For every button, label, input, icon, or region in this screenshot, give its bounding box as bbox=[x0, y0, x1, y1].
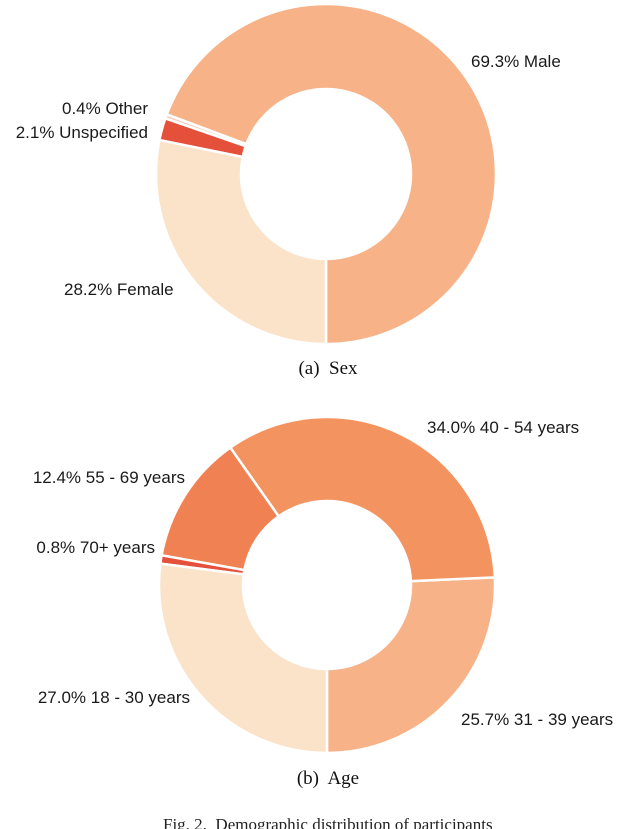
donut-chart-sex bbox=[154, 2, 498, 346]
figure-caption: Fig. 2. Demographic distribution of part… bbox=[163, 815, 493, 829]
caption-sex: (a) Sex bbox=[298, 358, 358, 379]
label-other: 0.4% Other bbox=[62, 99, 148, 118]
donut-slice-40-54-years bbox=[228, 415, 497, 583]
label-40-54-years: 34.0% 40 - 54 years bbox=[427, 418, 580, 437]
label-male: 69.3% Male bbox=[471, 52, 561, 71]
label-31-39-years: 25.7% 31 - 39 years bbox=[461, 710, 614, 729]
label-unspecified: 2.1% Unspecified bbox=[15, 123, 148, 142]
donut-slice-male bbox=[165, 2, 498, 346]
donut-chart-age bbox=[157, 415, 497, 755]
label-female: 28.2% Female bbox=[64, 280, 174, 299]
donut-slice-31-39-years bbox=[325, 576, 497, 755]
caption-age: (b) Age bbox=[296, 768, 360, 789]
donut-slice-female bbox=[154, 138, 328, 346]
label-70plus-years: 0.8% 70+ years bbox=[36, 538, 155, 557]
label-55-69-years: 12.4% 55 - 69 years bbox=[32, 468, 185, 487]
donut-slice-18-30-years bbox=[157, 562, 329, 755]
label-18-30-years: 27.0% 18 - 30 years bbox=[37, 688, 190, 707]
